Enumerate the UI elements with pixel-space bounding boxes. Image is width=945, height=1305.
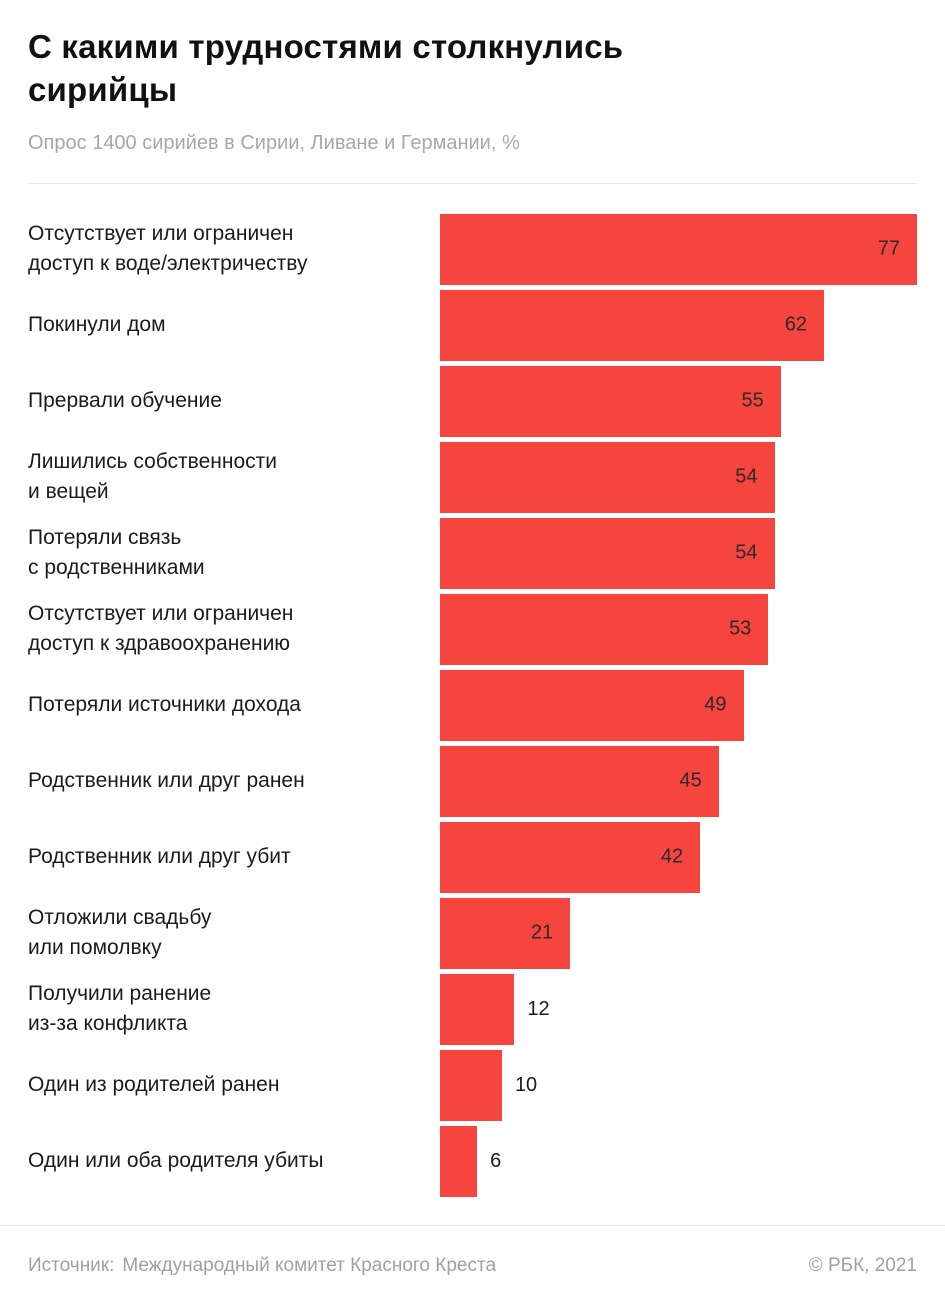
bar: [440, 1049, 502, 1121]
bar-label: Один из родителей ранен: [28, 1073, 280, 1097]
bar-track: 12: [440, 973, 917, 1045]
source-label: Источник:: [28, 1254, 115, 1276]
bar-value: 12: [527, 997, 550, 1020]
bar-track: 10: [440, 1049, 917, 1121]
bar: 62: [440, 289, 825, 361]
bar: [440, 1125, 478, 1197]
bar-chart: Отсутствует или ограничен доступ к воде/…: [28, 213, 917, 1197]
bar: 77: [440, 213, 917, 285]
header: С какими трудностями столкнулись сирийцы…: [28, 26, 917, 156]
bar: 53: [440, 593, 769, 665]
top-divider: [28, 182, 917, 184]
source-line: Источник: Международный комитет Красного …: [28, 1255, 496, 1277]
chart-row: Потеряли связь с родственниками 54: [28, 517, 917, 589]
bar: 49: [440, 669, 744, 741]
bar-track: 55: [440, 365, 917, 437]
bar-value: 55: [741, 389, 764, 412]
bar: 55: [440, 365, 781, 437]
bar: 54: [440, 441, 775, 513]
bar-label: Потеряли связь с родственниками: [28, 526, 205, 580]
bar-value: 77: [877, 237, 900, 260]
bar-track: 45: [440, 745, 917, 817]
bar-label: Родственник или друг ранен: [28, 769, 305, 793]
bar-label: Один или оба родителя убиты: [28, 1149, 324, 1173]
bar: 54: [440, 517, 775, 589]
chart-row: Отложили свадьбу или помолвку 21: [28, 897, 917, 969]
chart-row: Отсутствует или ограничен доступ к здрав…: [28, 593, 917, 665]
chart-row: Один или оба родителя убиты 6: [28, 1125, 917, 1197]
bar: [440, 973, 515, 1045]
chart-row: Один из родителей ранен 10: [28, 1049, 917, 1121]
bar-value: 42: [660, 845, 684, 868]
bar-label: Родственник или друг убит: [28, 845, 291, 869]
bar-track: 49: [440, 669, 917, 741]
page-title: С какими трудностями столкнулись сирийцы: [28, 28, 624, 108]
bar-track: 54: [440, 441, 917, 513]
bar-value: 45: [679, 769, 702, 792]
bar-track: 54: [440, 517, 917, 589]
bar-value: 6: [490, 1149, 502, 1172]
bar-value: 54: [735, 465, 758, 488]
bar-track: 77: [440, 213, 917, 285]
chart-row: Покинули дом 62: [28, 289, 917, 361]
bar-label: Лишились собственности и вещей: [28, 450, 277, 504]
bar: 42: [440, 821, 701, 893]
bar-value: 53: [729, 617, 752, 640]
chart-row: Лишились собственности и вещей 54: [28, 441, 917, 513]
chart-row: Получили ранение из-за конфликта 12: [28, 973, 917, 1045]
bar-value: 49: [704, 693, 727, 716]
bar: 45: [440, 745, 719, 817]
bar-label: Покинули дом: [28, 313, 166, 337]
chart-row: Родственник или друг ранен 45: [28, 745, 917, 817]
bar-track: 21: [440, 897, 917, 969]
bar-label: Отложили свадьбу или помолвку: [28, 906, 212, 960]
chart-row: Прервали обучение 55: [28, 365, 917, 437]
bar-value: 21: [530, 921, 554, 944]
chart-row: Родственник или друг убит 42: [28, 821, 917, 893]
bar-value: 10: [514, 1073, 538, 1096]
bar-value: 54: [735, 541, 758, 564]
bar-track: 53: [440, 593, 917, 665]
bar-track: 62: [440, 289, 917, 361]
chart-row: Отсутствует или ограничен доступ к воде/…: [28, 213, 917, 285]
footer: Источник: Международный комитет Красного …: [0, 1225, 945, 1305]
bar-track: 42: [440, 821, 917, 893]
bar-label: Отсутствует или ограничен доступ к здрав…: [28, 602, 294, 656]
bar-label: Прервали обучение: [28, 389, 222, 413]
bar-track: 6: [440, 1125, 917, 1197]
copyright: © РБК, 2021: [808, 1254, 917, 1276]
bar-label: Отсутствует или ограничен доступ к воде/…: [28, 222, 308, 276]
bar-label: Потеряли источники дохода: [28, 693, 301, 717]
bar-value: 62: [784, 313, 808, 336]
page-subtitle: Опрос 1400 сирийев в Сирии, Ливане и Гер…: [28, 131, 520, 154]
source-value: Международный комитет Красного Креста: [122, 1254, 497, 1276]
bar: 21: [440, 897, 571, 969]
bar-label: Получили ранение из-за конфликта: [28, 982, 212, 1036]
chart-row: Потеряли источники дохода 49: [28, 669, 917, 741]
